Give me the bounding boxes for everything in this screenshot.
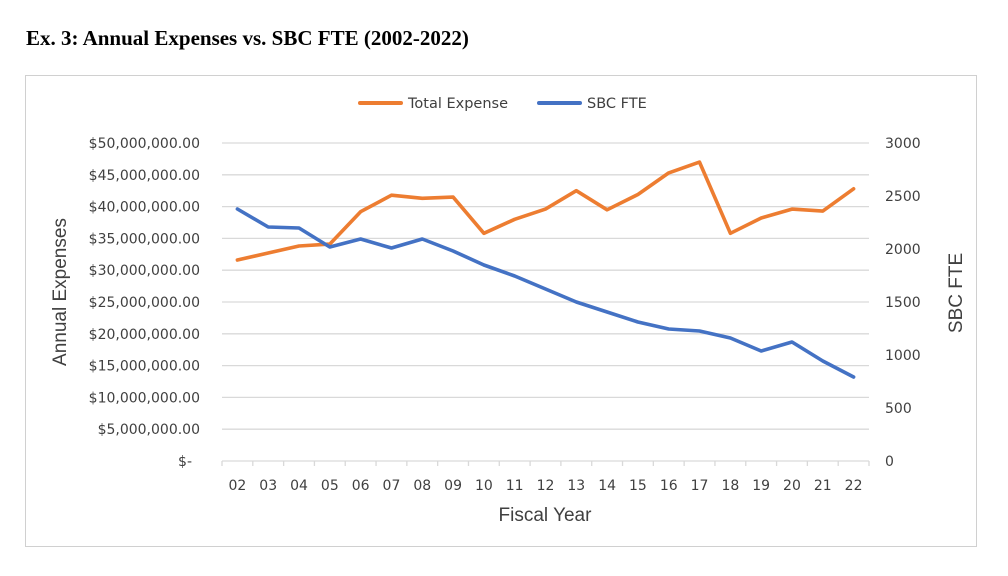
series-line-total-expense bbox=[235, 160, 856, 262]
y-tick-label: $50,000,000.00 bbox=[89, 136, 200, 152]
x-tick-label: 12 bbox=[537, 478, 555, 494]
y2-tick-label: 500 bbox=[885, 401, 912, 417]
y-axis-right-title: SBC FTE bbox=[946, 253, 967, 333]
legend-item-total-expense[interactable]: Total Expense bbox=[358, 96, 508, 112]
x-axis-ticks: 02 03 04 05 06 07 08 09 10 11 12 13 14 15 16 17 18 19 20 21… bbox=[228, 478, 862, 494]
y-tick-label: $25,000,000.00 bbox=[89, 295, 200, 311]
chart-frame bbox=[25, 75, 977, 547]
y-tick-label: $40,000,000.00 bbox=[89, 200, 200, 216]
y2-tick-label: 3000 bbox=[885, 136, 921, 152]
y-tick-label: $30,000,000.00 bbox=[89, 263, 200, 279]
x-tick-label: 02 bbox=[228, 478, 246, 494]
x-axis bbox=[221, 460, 870, 466]
x-tick-label: 19 bbox=[752, 478, 770, 494]
x-tick-label: 06 bbox=[352, 478, 370, 494]
y2-tick-label: 2000 bbox=[885, 242, 921, 258]
x-tick-label: 18 bbox=[721, 478, 739, 494]
y-axis-right-ticks: 0 500 1000 1500 2000 2500 3000 bbox=[885, 136, 921, 470]
x-tick-label: 11 bbox=[506, 478, 524, 494]
x-tick-label: 13 bbox=[567, 478, 585, 494]
x-tick-label: 07 bbox=[383, 478, 401, 494]
x-tick-label: 14 bbox=[598, 478, 616, 494]
y-tick-label: $10,000,000.00 bbox=[89, 390, 200, 406]
y-tick-label: $35,000,000.00 bbox=[89, 231, 200, 247]
legend-label-sbc-fte: SBC FTE bbox=[587, 96, 647, 112]
legend-label-total-expense: Total Expense bbox=[407, 96, 508, 112]
x-tick-label: 04 bbox=[290, 478, 308, 494]
y2-tick-label: 0 bbox=[885, 454, 894, 470]
x-tick-label: 20 bbox=[783, 478, 801, 494]
legend-item-sbc-fte[interactable]: SBC FTE bbox=[537, 96, 647, 112]
x-tick-label: 16 bbox=[660, 478, 678, 494]
series-lines bbox=[235, 160, 856, 379]
x-tick-label: 22 bbox=[845, 478, 863, 494]
y-tick-label: $20,000,000.00 bbox=[89, 327, 200, 343]
x-tick-label: 17 bbox=[691, 478, 709, 494]
x-axis-title: Fiscal Year bbox=[499, 505, 593, 526]
exhibit-title: Ex. 3: Annual Expenses vs. SBC FTE (2002… bbox=[26, 26, 469, 50]
y-tick-label: $15,000,000.00 bbox=[89, 359, 200, 375]
x-tick-label: 09 bbox=[444, 478, 462, 494]
y2-tick-label: 1500 bbox=[885, 295, 921, 311]
legend: Total Expense SBC FTE bbox=[358, 96, 647, 112]
y-tick-label: $45,000,000.00 bbox=[89, 168, 200, 184]
x-tick-label: 21 bbox=[814, 478, 832, 494]
y2-tick-label: 2500 bbox=[885, 189, 921, 205]
x-tick-label: 10 bbox=[475, 478, 493, 494]
x-tick-label: 03 bbox=[259, 478, 277, 494]
series-line-sbc-fte bbox=[235, 207, 856, 379]
gridlines bbox=[222, 142, 869, 430]
y-tick-label: $- bbox=[178, 454, 192, 470]
x-tick-label: 08 bbox=[413, 478, 431, 494]
y2-tick-label: 1000 bbox=[885, 348, 921, 364]
y-axis-left-ticks: $- $5,000,000.00 $10,000,000.00 $15,000,000… bbox=[89, 136, 200, 470]
x-tick-label: 05 bbox=[321, 478, 339, 494]
y-tick-label: $5,000,000.00 bbox=[98, 422, 200, 438]
y-axis-left-title: Annual Expenses bbox=[50, 218, 71, 366]
x-tick-label: 15 bbox=[629, 478, 647, 494]
